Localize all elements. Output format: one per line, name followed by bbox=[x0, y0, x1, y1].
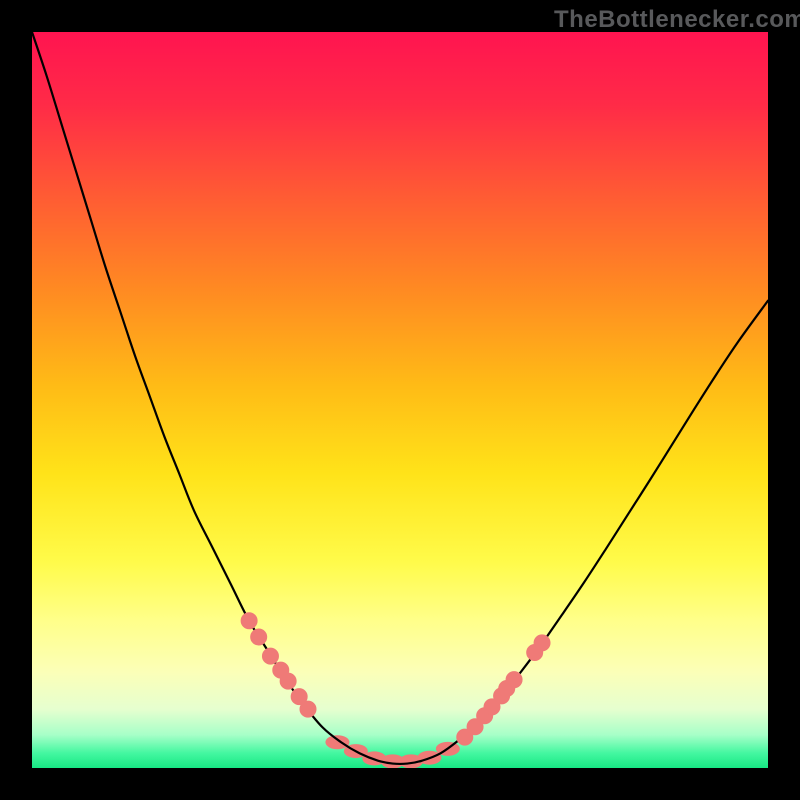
valley-marker bbox=[325, 735, 349, 749]
curve-layer bbox=[32, 32, 768, 768]
plot-area bbox=[32, 32, 768, 768]
marker-left bbox=[251, 629, 267, 645]
marker-left bbox=[241, 613, 257, 629]
bottleneck-curve bbox=[32, 32, 768, 764]
marker-right bbox=[534, 635, 550, 651]
marker-left bbox=[262, 648, 278, 664]
marker-left bbox=[280, 673, 296, 689]
marker-right bbox=[506, 672, 522, 688]
marker-left bbox=[300, 701, 316, 717]
watermark-text: TheBottlenecker.com bbox=[554, 6, 800, 34]
